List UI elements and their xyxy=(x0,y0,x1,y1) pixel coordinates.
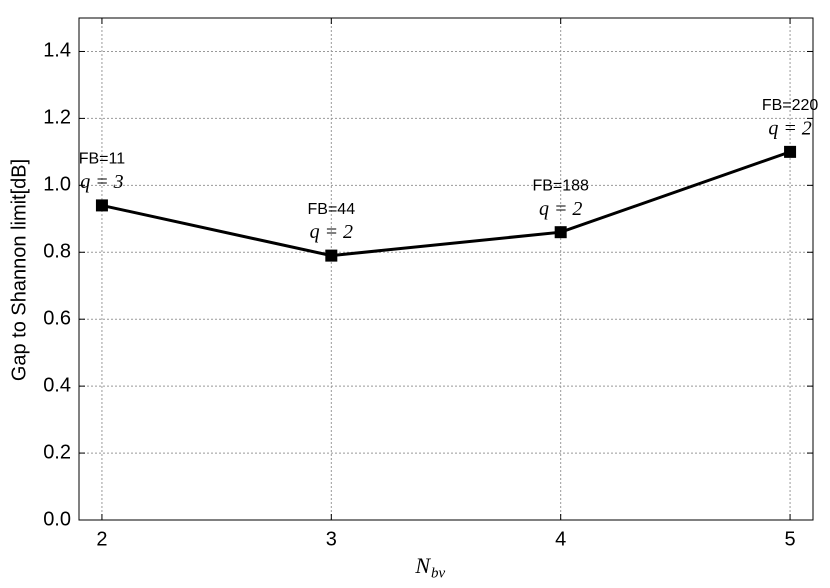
marker xyxy=(554,226,567,239)
marker xyxy=(95,199,108,212)
marker xyxy=(784,145,797,158)
x-tick-label: 5 xyxy=(785,528,796,550)
y-axis-label: Gap to Shannon limit[dB] xyxy=(8,159,30,381)
x-tick-label: 2 xyxy=(96,528,107,550)
x-axis-label-sub: bv xyxy=(431,565,446,581)
annotation: FB=188 xyxy=(532,177,589,194)
annotation: FB=220 xyxy=(762,97,819,114)
x-tick-label: 4 xyxy=(555,528,566,550)
y-tick-label: 0.2 xyxy=(43,441,71,463)
annotation: q = 3 xyxy=(80,171,124,193)
line-series xyxy=(101,150,791,258)
x-tick-label: 3 xyxy=(326,528,337,550)
y-tick-label: 1.2 xyxy=(43,107,71,129)
annotation: FB=11 xyxy=(79,151,126,168)
y-tick-label: 0.6 xyxy=(43,307,71,329)
y-tick-label: 1.0 xyxy=(43,174,71,196)
y-tick-label: 0.8 xyxy=(43,241,71,263)
x-axis-label: N xyxy=(414,553,431,578)
annotation: q = 2 xyxy=(768,117,812,139)
y-tick-label: 0.4 xyxy=(43,374,71,396)
y-tick-label: 0.0 xyxy=(43,508,71,530)
annotation: q = 2 xyxy=(310,221,354,243)
annotation: q = 2 xyxy=(539,198,583,220)
marker xyxy=(325,249,338,262)
plot-frame xyxy=(78,17,814,521)
annotation: FB=44 xyxy=(308,201,356,218)
y-tick-label: 1.4 xyxy=(43,40,71,62)
